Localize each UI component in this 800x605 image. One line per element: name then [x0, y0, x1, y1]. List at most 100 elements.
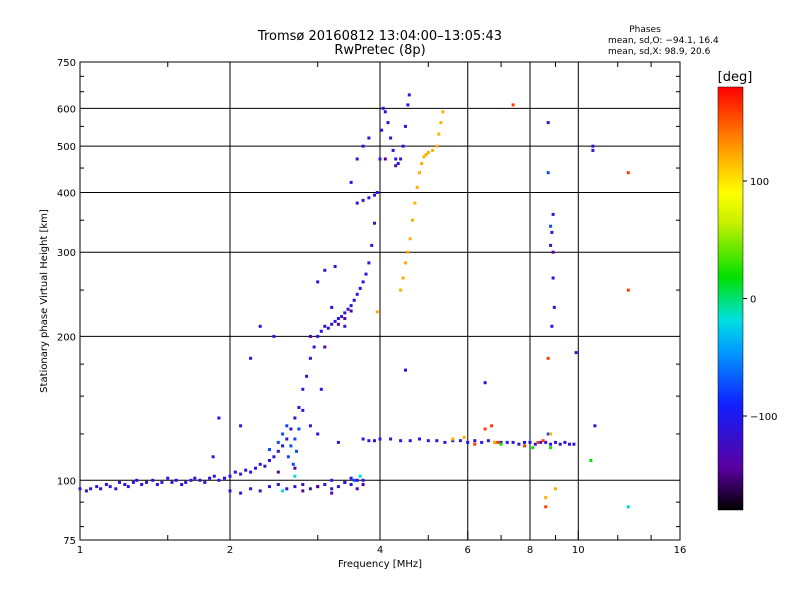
data-point: [563, 440, 567, 444]
data-point: [239, 491, 243, 495]
data-point: [268, 459, 271, 462]
data-point: [349, 309, 353, 313]
data-point: [239, 472, 243, 476]
data-point: [546, 171, 550, 175]
data-point: [285, 487, 289, 491]
data-point: [404, 368, 407, 372]
data-point: [420, 162, 424, 165]
data-point: [323, 345, 327, 349]
data-point: [276, 440, 280, 444]
data-point: [413, 201, 417, 205]
data-point: [170, 480, 174, 484]
data-point: [404, 124, 407, 128]
data-point: [140, 483, 144, 486]
data-point: [375, 191, 379, 194]
data-point: [233, 470, 237, 474]
data-point: [349, 476, 353, 480]
data-point: [333, 319, 337, 323]
data-point: [517, 442, 521, 446]
data-point: [361, 280, 365, 284]
y-tick-labels: 75 100 200 300 400 500 600 750: [57, 58, 76, 547]
data-point: [135, 478, 139, 482]
data-point: [336, 322, 340, 326]
data-point: [355, 157, 359, 161]
data-point: [239, 424, 243, 428]
data-point: [355, 478, 359, 482]
data-point: [422, 155, 426, 159]
data-point: [95, 485, 99, 489]
data-point: [396, 162, 400, 165]
data-point: [330, 491, 334, 495]
data-point: [258, 324, 262, 328]
data-point: [276, 470, 280, 474]
data-point: [361, 437, 365, 441]
data-point: [289, 444, 293, 448]
data-point: [499, 440, 503, 444]
data-point: [415, 185, 419, 189]
data-point: [401, 144, 405, 148]
data-point: [330, 305, 334, 309]
y-tick-label: 400: [57, 188, 76, 199]
x-tick-label: 4: [377, 545, 383, 556]
data-point: [349, 304, 353, 308]
data-point: [330, 487, 334, 491]
data-point: [268, 448, 271, 451]
data-point: [308, 356, 312, 360]
data-point: [406, 103, 410, 107]
data-point: [323, 268, 327, 272]
data-point: [228, 474, 232, 478]
data-point: [249, 487, 253, 491]
data-point: [301, 483, 305, 486]
data-point: [361, 144, 365, 148]
data-point: [426, 151, 430, 154]
data-point: [244, 468, 248, 472]
data-point: [551, 212, 555, 216]
data-point: [343, 311, 347, 315]
data-point: [316, 432, 320, 436]
data-point: [558, 442, 562, 446]
data-point: [343, 324, 347, 328]
data-point: [554, 440, 557, 444]
data-point: [358, 474, 362, 478]
data-point: [99, 487, 103, 491]
data-point: [249, 356, 253, 360]
data-point: [293, 466, 297, 470]
data-point: [550, 230, 554, 234]
data-point: [323, 324, 327, 328]
data-point: [394, 164, 398, 168]
data-point: [546, 356, 550, 360]
data-point: [272, 455, 276, 459]
data-point: [549, 446, 553, 450]
data-point: [406, 250, 410, 254]
x-tick-label: 6: [465, 545, 471, 556]
x-axis-label: Frequency [MHz]: [338, 559, 422, 570]
data-point: [355, 487, 359, 491]
data-point: [380, 128, 384, 132]
data-point: [203, 480, 207, 484]
data-point: [367, 439, 371, 443]
y-tick-label: 75: [63, 536, 76, 547]
data-point: [439, 121, 443, 125]
data-point: [493, 440, 497, 444]
data-point: [258, 462, 262, 466]
stats-o-mode: mean, sd,O: −94.1, 16.4: [608, 36, 719, 46]
data-point: [466, 440, 470, 444]
data-point: [435, 439, 439, 443]
data-point: [160, 480, 164, 484]
data-point: [272, 334, 276, 338]
data-point: [399, 288, 403, 292]
data-point: [184, 480, 188, 484]
data-point: [431, 148, 435, 152]
x-tick-label: 1: [77, 545, 83, 556]
data-point: [155, 483, 159, 486]
data-point: [437, 132, 441, 136]
data-point: [276, 483, 280, 486]
colorbar-tick-label: 100: [750, 177, 769, 188]
data-point: [505, 440, 509, 444]
data-point: [281, 489, 285, 493]
data-point: [312, 345, 316, 349]
data-point: [297, 427, 301, 431]
data-point: [228, 489, 232, 493]
data-point: [549, 243, 553, 247]
data-point: [114, 487, 118, 491]
